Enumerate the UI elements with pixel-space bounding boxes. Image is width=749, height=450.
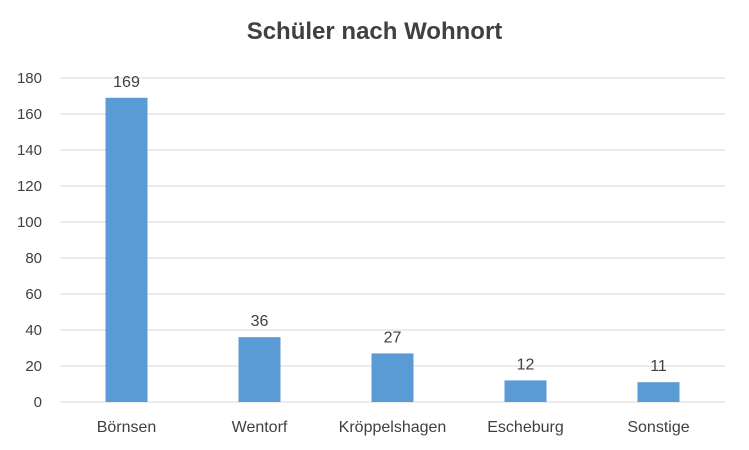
y-tick-label: 180	[17, 70, 42, 87]
data-label-1: 36	[251, 313, 269, 330]
y-tick-label: 100	[17, 214, 42, 231]
y-tick-label: 20	[25, 358, 42, 375]
data-label-2: 27	[384, 329, 402, 346]
category-label-2: Kröppelshagen	[339, 419, 447, 436]
category-label-1: Wentorf	[232, 419, 288, 436]
category-label-4: Sonstige	[627, 419, 689, 436]
y-axis-ticks: 0 20 40 60 80 100 120 140 160 180	[17, 70, 42, 411]
y-tick-label: 40	[25, 322, 42, 339]
y-tick-label: 140	[17, 142, 42, 159]
x-axis-categories: Börnsen Wentorf Kröppelshagen Escheburg Sons…	[97, 419, 690, 436]
category-label-0: Börnsen	[97, 419, 157, 436]
bar-4	[637, 382, 680, 402]
data-label-3: 12	[517, 356, 535, 373]
bar-0	[105, 97, 148, 403]
bar-1	[238, 337, 281, 402]
data-label-4: 11	[650, 358, 667, 375]
y-tick-label: 60	[25, 286, 42, 303]
bar-2	[371, 353, 414, 402]
data-labels: 169 36 27 12 11	[113, 74, 667, 375]
y-tick-label: 120	[17, 178, 42, 195]
y-tick-label: 160	[17, 106, 42, 123]
chart-title: Schüler nach Wohnort	[246, 18, 503, 45]
y-tick-label: 0	[34, 394, 42, 411]
category-label-3: Escheburg	[487, 419, 564, 436]
data-label-0: 169	[113, 74, 140, 91]
y-tick-label: 80	[25, 250, 42, 267]
bar-3	[504, 380, 547, 402]
bars	[105, 97, 680, 403]
